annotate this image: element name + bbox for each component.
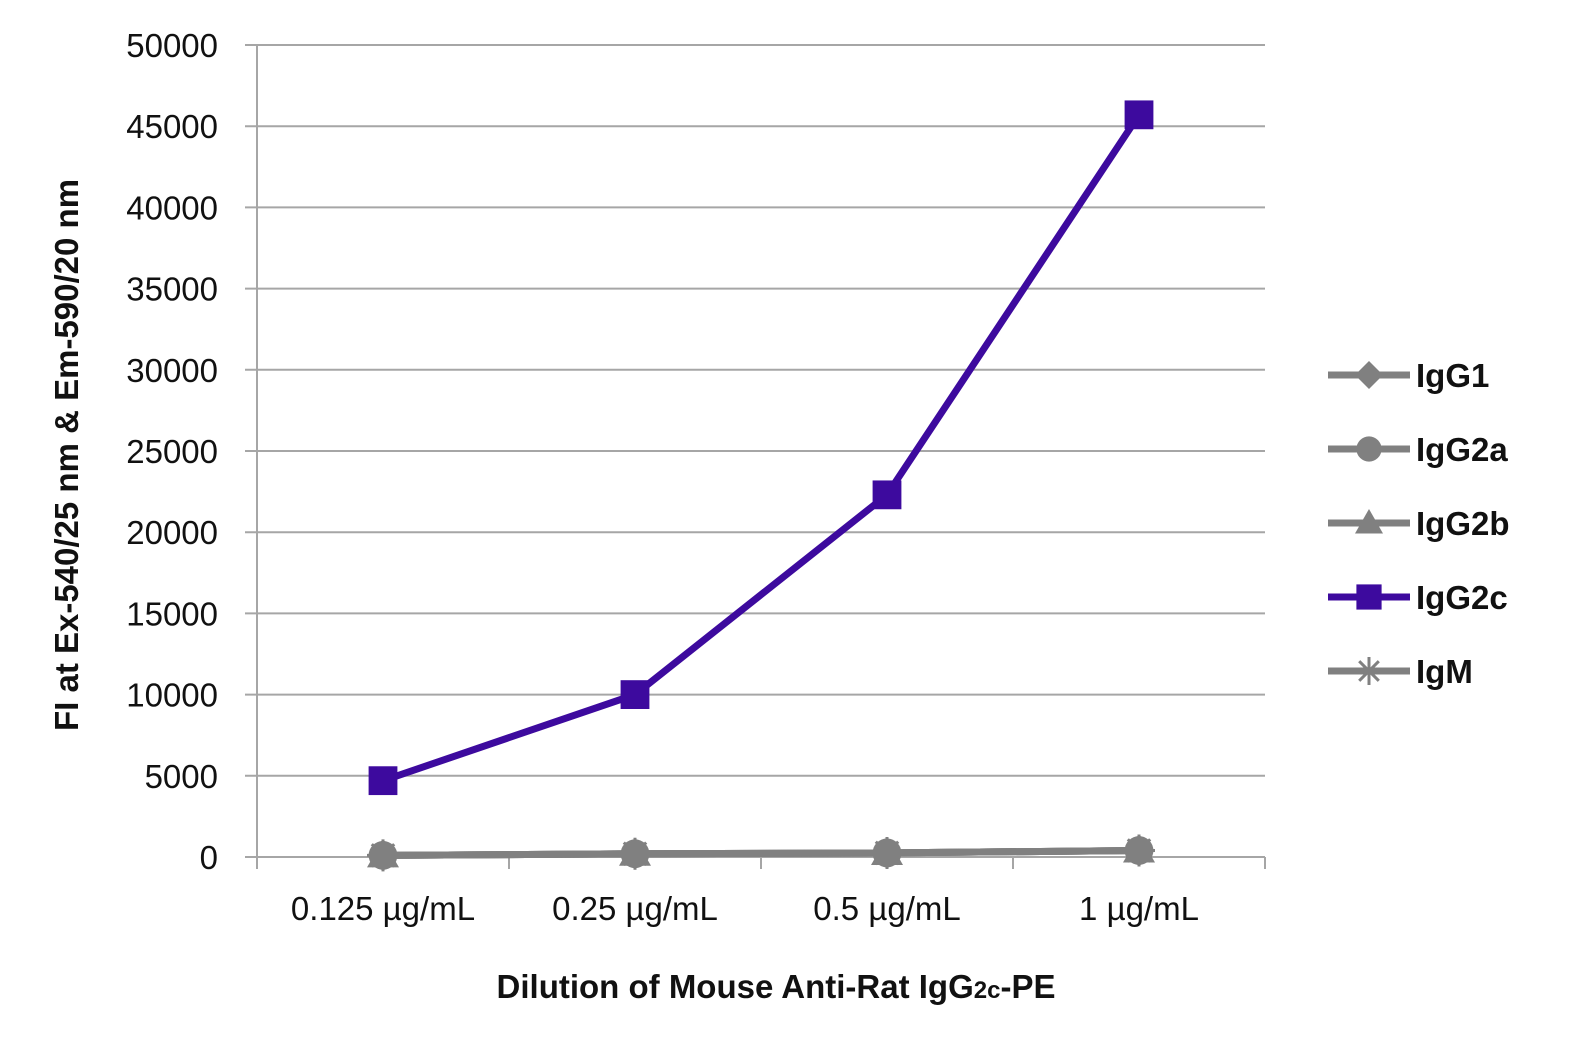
y-tick-label: 5000	[145, 758, 218, 795]
data-point	[368, 766, 398, 796]
y-tick-labels: 0 5000 10000 15000 20000 25000 30000 35000 40000…	[126, 27, 218, 876]
legend: IgG1 IgG2a IgG2b IgG2c IgM	[1328, 357, 1510, 690]
y-tick-label: 15000	[126, 595, 218, 632]
legend-marker	[1355, 509, 1383, 534]
data-point	[620, 680, 650, 709]
axes	[245, 45, 1266, 869]
y-tick-label: 50000	[126, 27, 218, 64]
legend-label: IgG1	[1416, 357, 1489, 394]
y-tick-label: 20000	[126, 514, 218, 551]
y-axis-title: FI at Ex-540/25 nm & Em-590/20 nm	[48, 179, 85, 731]
data-point	[367, 839, 399, 872]
legend-marker	[1356, 584, 1382, 610]
legend-marker	[1355, 657, 1383, 685]
legend-label: IgG2c	[1416, 579, 1508, 616]
y-tick-label: 0	[200, 839, 218, 876]
x-axis-title-suffix: -PE	[1000, 968, 1055, 1005]
legend-item-igm: IgM	[1328, 653, 1473, 690]
x-tick-label: 0.5 µg/mL	[813, 890, 960, 927]
gridlines	[245, 44, 1265, 777]
data-point	[872, 480, 902, 510]
series-line	[381, 112, 1142, 784]
y-tick-label: 40000	[126, 189, 218, 226]
legend-item-igg2b: IgG2b	[1328, 505, 1510, 542]
data-point	[619, 837, 651, 870]
y-tick-label: 45000	[126, 108, 218, 145]
x-tick-label: 0.25 µg/mL	[552, 890, 718, 927]
legend-item-igg2c: IgG2c	[1328, 579, 1508, 616]
legend-marker	[1355, 361, 1383, 389]
series-line	[382, 847, 1140, 859]
x-axis-title-main: Dilution of Mouse Anti-Rat IgG	[497, 968, 974, 1005]
legend-label: IgG2a	[1416, 431, 1508, 468]
series	[367, 100, 1155, 872]
series-igg2c	[368, 100, 1154, 796]
y-tick-label: 35000	[126, 271, 218, 308]
x-axis-title: Dilution of Mouse Anti-Rat IgG2c-PE	[497, 968, 1056, 1005]
series-igm	[367, 834, 1155, 872]
data-point	[871, 836, 903, 869]
y-tick-label: 25000	[126, 433, 218, 470]
legend-marker	[1356, 436, 1382, 462]
legend-item-igg1: IgG1	[1328, 357, 1489, 394]
y-tick-label: 30000	[126, 352, 218, 389]
legend-item-igg2a: IgG2a	[1328, 431, 1508, 468]
legend-label: IgG2b	[1416, 505, 1510, 542]
x-tick-labels: 0.125 µg/mL 0.25 µg/mL 0.5 µg/mL 1 µg/mL	[291, 890, 1199, 927]
legend-label: IgM	[1416, 653, 1473, 690]
x-axis-title-subscript: 2c	[974, 977, 1001, 1004]
data-point	[1123, 834, 1155, 867]
x-tick-label: 1 µg/mL	[1079, 890, 1199, 927]
y-tick-label: 10000	[126, 677, 218, 714]
x-tick-label: 0.125 µg/mL	[291, 890, 475, 927]
data-point	[1124, 100, 1154, 130]
